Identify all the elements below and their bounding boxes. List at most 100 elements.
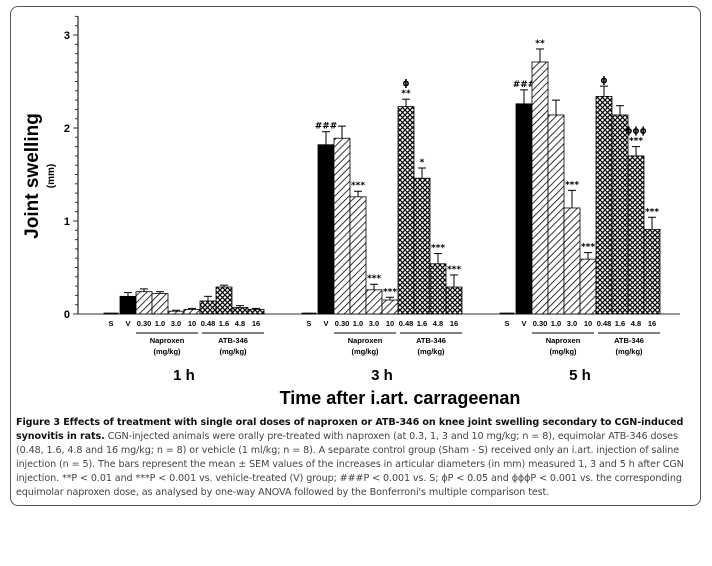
- category-label: 0.48: [399, 319, 414, 328]
- y-tick-label: 3: [64, 30, 70, 42]
- naproxen-unit: (mg/kg): [549, 347, 577, 356]
- significance-label: ϕϕϕ: [625, 127, 647, 137]
- bar: [499, 312, 515, 315]
- category-label: S: [306, 319, 311, 328]
- bar: [183, 308, 201, 315]
- significance-label: ***: [351, 181, 365, 191]
- time-point-label: 3 h: [371, 367, 393, 384]
- atb-unit: (mg/kg): [417, 347, 445, 356]
- category-label: V: [521, 319, 526, 328]
- bar: [119, 295, 137, 315]
- naproxen-label: Naproxen: [348, 336, 383, 345]
- naproxen-unit: (mg/kg): [153, 347, 181, 356]
- category-label: 3.0: [369, 319, 379, 328]
- bar: [199, 300, 217, 315]
- category-label: 10: [188, 319, 196, 328]
- atb-label: ATB-346: [218, 336, 248, 345]
- category-label: 4.8: [235, 319, 245, 328]
- bar: [317, 144, 335, 315]
- category-label: 10: [386, 319, 394, 328]
- category-label: S: [504, 319, 509, 328]
- significance-label: ***: [447, 265, 461, 275]
- time-point-label: 1 h: [173, 367, 195, 384]
- significance-label: ***: [431, 244, 445, 254]
- bar: [413, 177, 431, 315]
- bar: [579, 258, 597, 315]
- category-label: 1.0: [155, 319, 165, 328]
- significance-label: ***: [581, 243, 595, 253]
- category-label: S: [108, 319, 113, 328]
- category-label: 4.8: [433, 319, 443, 328]
- category-label: 4.8: [631, 319, 641, 328]
- caption-body: CGN-injected animals were orally pre-tre…: [16, 431, 684, 498]
- significance-label: ***: [565, 180, 579, 190]
- bar: [215, 286, 233, 315]
- significance-label: ϕ: [402, 79, 409, 89]
- bar: [547, 114, 565, 315]
- significance-label: ***: [383, 287, 397, 297]
- significance-label: ###: [315, 122, 338, 132]
- bar: [103, 312, 119, 315]
- category-label: 3.0: [567, 319, 577, 328]
- bar: [429, 263, 447, 315]
- category-label: 1.6: [417, 319, 427, 328]
- bar: [135, 291, 153, 315]
- y-tick-label: 0: [64, 309, 70, 321]
- category-label: 16: [648, 319, 656, 328]
- bar-group-3h: S ### V 0.30 *** 1.0 *** 3.0 *** 10 **ϕ 0.48 * 1.6 ***…: [301, 79, 463, 384]
- category-label: 1.0: [353, 319, 363, 328]
- bar: [247, 308, 265, 315]
- category-label: 0.30: [533, 319, 548, 328]
- category-label: 1.0: [551, 319, 561, 328]
- bar: [381, 299, 399, 315]
- time-point-label: 5 h: [569, 367, 591, 384]
- significance-label: ###: [513, 80, 536, 90]
- atb-label: ATB-346: [416, 336, 446, 345]
- significance-label: **: [535, 39, 545, 49]
- naproxen-unit: (mg/kg): [351, 347, 379, 356]
- x-axis-title: Time after i.art. carrageenan: [280, 388, 521, 408]
- category-label: 0.48: [597, 319, 612, 328]
- category-label: 16: [450, 319, 458, 328]
- significance-label: **: [401, 89, 411, 99]
- category-label: 0.30: [137, 319, 152, 328]
- category-label: 10: [584, 319, 592, 328]
- bar: [333, 137, 351, 315]
- significance-label: ***: [367, 274, 381, 284]
- category-label: 1.6: [219, 319, 229, 328]
- bar: [349, 196, 367, 315]
- category-label: 1.6: [615, 319, 625, 328]
- y-tick-label: 2: [64, 123, 70, 135]
- y-axis-label: Joint swelling: [22, 113, 43, 239]
- category-label: V: [125, 319, 130, 328]
- bar: [563, 207, 581, 315]
- bar: [445, 286, 463, 315]
- bar: [365, 289, 383, 315]
- bar: [151, 293, 169, 315]
- atb-unit: (mg/kg): [219, 347, 247, 356]
- significance-label: ϕ: [600, 76, 607, 86]
- bar: [167, 310, 185, 315]
- bar: [301, 312, 317, 315]
- caption-title: Figure 3 Effects of treatment with singl…: [16, 417, 684, 442]
- naproxen-label: Naproxen: [546, 336, 581, 345]
- category-label: 0.30: [335, 319, 350, 328]
- atb-label: ATB-346: [614, 336, 644, 345]
- naproxen-label: Naproxen: [150, 336, 185, 345]
- bar: [611, 114, 629, 315]
- bar: [595, 95, 613, 315]
- bar: [515, 103, 533, 315]
- figure-frame: [10, 6, 701, 506]
- category-label: 0.48: [201, 319, 216, 328]
- y-axis-unit: (mm): [46, 164, 57, 188]
- bar: [531, 61, 549, 315]
- category-label: 3.0: [171, 319, 181, 328]
- figure-caption: Figure 3 Effects of treatment with singl…: [16, 416, 696, 500]
- significance-label: ***: [629, 137, 643, 147]
- significance-label: ***: [645, 207, 659, 217]
- bar: [627, 155, 645, 315]
- bar: [397, 106, 415, 315]
- y-tick-label: 1: [64, 216, 70, 228]
